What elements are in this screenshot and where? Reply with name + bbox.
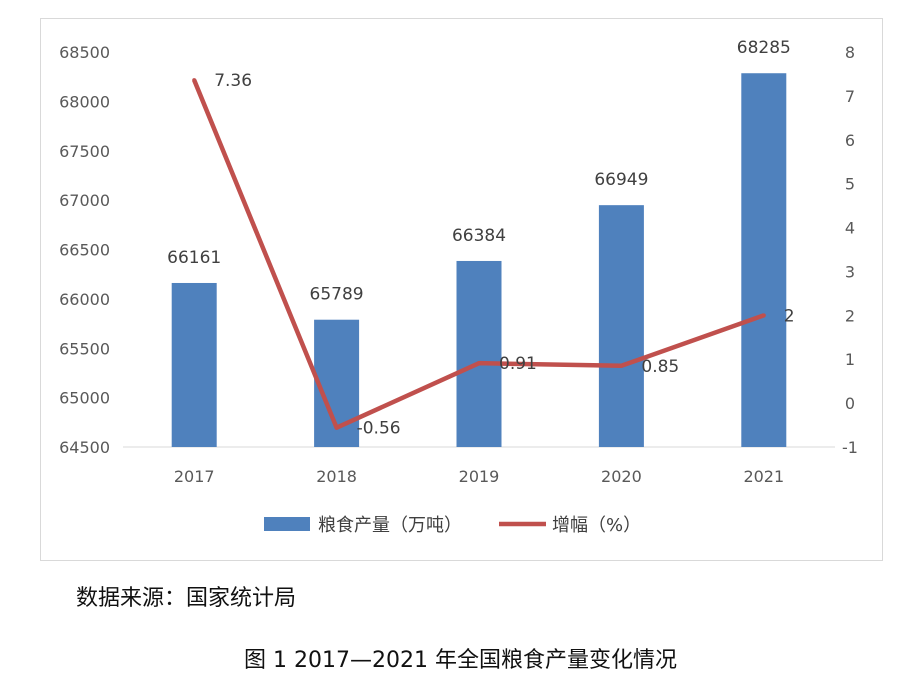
growth-data-label: -0.56 xyxy=(357,419,401,439)
legend-swatch-bar xyxy=(264,517,310,531)
growth-point xyxy=(761,313,766,318)
y-left-tick-label: 68500 xyxy=(59,43,110,62)
bar-data-label: 68285 xyxy=(737,38,791,58)
y-left-tick-label: 65500 xyxy=(59,339,110,358)
y-left-tick-label: 66500 xyxy=(59,241,110,260)
growth-data-label: 2 xyxy=(784,306,795,326)
legend-label-line: 增幅（%） xyxy=(552,515,641,536)
bar-data-label: 65789 xyxy=(310,285,364,305)
growth-data-label: 0.85 xyxy=(641,357,679,377)
growth-point xyxy=(619,363,624,368)
x-tick-label: 2019 xyxy=(459,467,500,486)
growth-data-label: 7.36 xyxy=(214,71,252,91)
growth-point xyxy=(334,425,339,430)
x-tick-label: 2018 xyxy=(316,467,357,486)
growth-point xyxy=(192,78,197,83)
bar-data-label: 66384 xyxy=(452,226,506,246)
bar-2020 xyxy=(598,205,644,447)
y-right-tick-label: 0 xyxy=(845,394,855,413)
growth-data-label: 0.91 xyxy=(499,354,537,374)
y-right-tick-label: 5 xyxy=(845,175,855,194)
y-left-tick-label: 67000 xyxy=(59,191,110,210)
x-tick-label: 2021 xyxy=(743,467,784,486)
growth-point xyxy=(477,361,481,366)
y-right-tick-label: -1 xyxy=(842,438,858,457)
chart-svg: 64500 65000 65500 66000 66500 67000 67500 68000… xyxy=(59,38,858,536)
y-left-tick-label: 66000 xyxy=(59,290,110,309)
y-left-tick-label: 68000 xyxy=(59,92,110,111)
y-right-tick-label: 4 xyxy=(845,219,855,238)
bar-data-label: 66161 xyxy=(167,248,221,268)
chart-frame xyxy=(40,18,883,561)
y-right-tick-label: 1 xyxy=(845,350,855,369)
source-note: 数据来源：国家统计局 xyxy=(76,586,297,611)
y-left-tick-label: 65000 xyxy=(59,389,110,408)
x-tick-label: 2017 xyxy=(174,467,215,486)
figure-caption: 图 1 2017—2021 年全国粮食产量变化情况 xyxy=(244,648,677,673)
y-right-tick-label: 8 xyxy=(845,43,855,62)
y-right-tick-label: 6 xyxy=(845,131,855,150)
y-right-tick-label: 2 xyxy=(845,306,855,325)
y-right-tick-label: 7 xyxy=(845,87,855,106)
bar-2019 xyxy=(456,260,502,447)
y-right-tick-label: 3 xyxy=(845,262,855,281)
bar-2021 xyxy=(741,73,787,447)
y-left-tick-label: 64500 xyxy=(59,438,110,457)
bar-2017 xyxy=(171,282,217,447)
legend-label-bar: 粮食产量（万吨） xyxy=(318,515,462,536)
bar-data-label: 66949 xyxy=(594,170,648,190)
x-tick-label: 2020 xyxy=(601,467,642,486)
y-left-tick-label: 67500 xyxy=(59,142,110,161)
